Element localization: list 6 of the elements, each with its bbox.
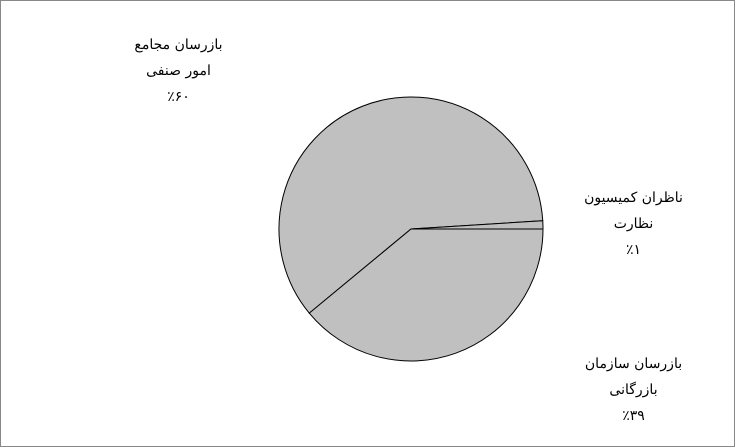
slice-label: ناظران کمیسیون نظارت <box>583 188 684 234</box>
data-label: ٪۳۹ <box>621 407 646 426</box>
data-label: ٪۱ <box>624 240 642 260</box>
slice-label: بازرسان مجامع امور صنفی <box>133 36 224 81</box>
slice-label: بازرسان سازمان بازرگانی <box>584 355 684 400</box>
data-label: ٪۶۰ <box>166 88 191 107</box>
